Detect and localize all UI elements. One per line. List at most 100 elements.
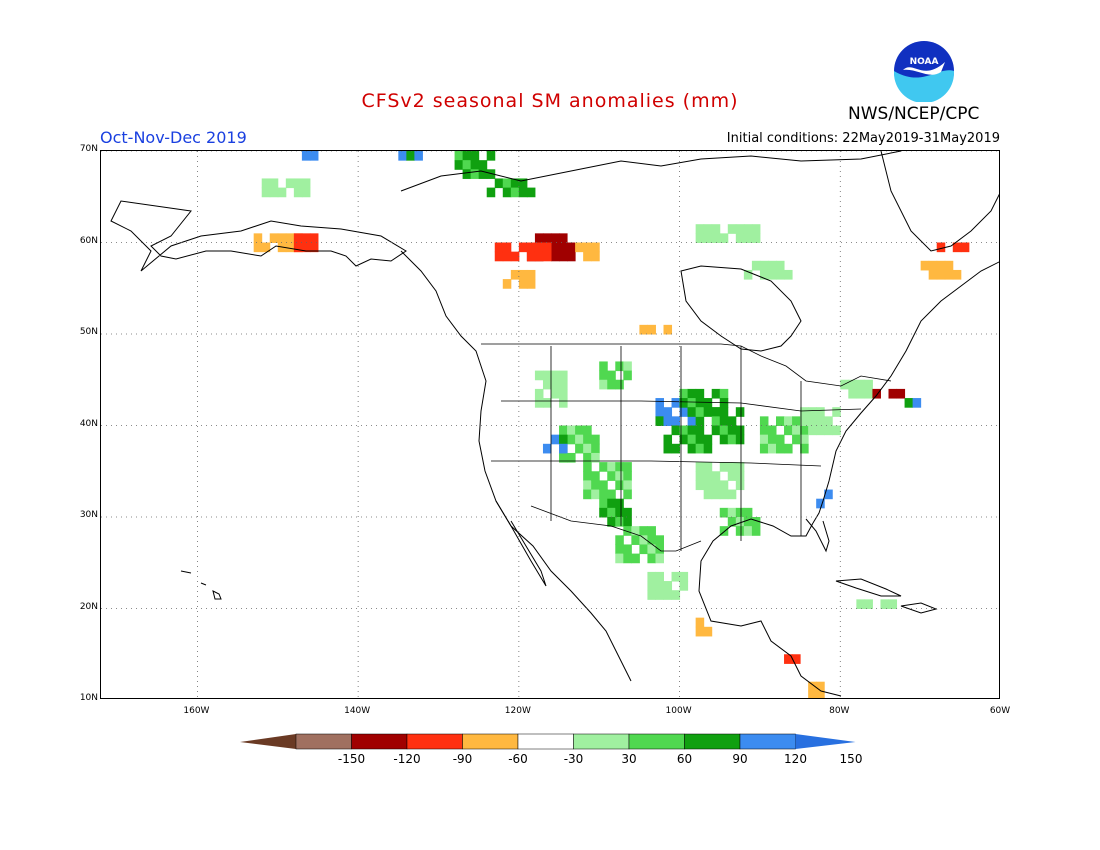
anomaly-cell	[559, 251, 568, 262]
anomaly-cell	[526, 187, 536, 198]
anomaly-cell	[735, 480, 745, 491]
org-label: NWS/NCEP/CPC	[848, 104, 980, 124]
anomaly-cell	[824, 489, 833, 500]
anomaly-cells	[253, 151, 970, 698]
anomaly-cell	[551, 379, 560, 390]
colorbar-tick-label: -90	[452, 752, 473, 766]
anomaly-cell	[494, 251, 504, 262]
anomaly-cell	[767, 260, 777, 271]
anomaly-cell	[253, 233, 263, 243]
anomaly-cell	[293, 187, 303, 198]
anomaly-cell	[615, 462, 624, 472]
anomaly-cell	[663, 443, 673, 454]
anomaly-cell	[542, 370, 552, 381]
anomaly-cell	[647, 590, 656, 600]
anomaly-cell	[647, 535, 656, 545]
anomaly-cell	[599, 498, 608, 509]
anomaly-cell	[607, 379, 616, 390]
anomaly-cell	[567, 242, 576, 253]
anomaly-cell	[759, 434, 769, 445]
anomaly-cell	[502, 187, 512, 198]
anomaly-cell	[687, 434, 697, 445]
anomaly-cell	[559, 388, 568, 399]
anomaly-cell	[695, 407, 705, 417]
anomaly-cell	[542, 233, 552, 243]
anomaly-cell	[510, 178, 520, 189]
anomaly-cell	[808, 681, 817, 692]
anomaly-cell	[559, 233, 568, 243]
colorbar-left-arrow	[240, 734, 296, 749]
anomaly-cell	[615, 471, 624, 481]
anomaly-cell	[679, 434, 689, 445]
anomaly-cell	[631, 553, 640, 564]
anomaly-cell	[293, 242, 303, 253]
anomaly-cell	[687, 416, 697, 426]
anomaly-cell	[301, 233, 311, 243]
anomaly-cell	[663, 407, 673, 417]
anomaly-cell	[647, 526, 656, 536]
anomaly-cell	[559, 379, 568, 390]
anomaly-cell	[735, 507, 745, 518]
anomaly-cell	[663, 581, 673, 591]
anomaly-cell	[679, 407, 689, 417]
anomaly-cell	[470, 169, 480, 179]
anomaly-cell	[928, 269, 938, 280]
anomaly-cell	[647, 553, 656, 564]
anomaly-cell	[502, 178, 512, 189]
anomaly-cell	[727, 471, 737, 481]
anomaly-cell	[703, 471, 713, 481]
anomaly-cell	[751, 260, 761, 271]
anomaly-cell	[952, 269, 962, 280]
anomaly-cell	[599, 370, 608, 381]
anomaly-cell	[695, 480, 705, 491]
anomaly-cell	[615, 379, 624, 390]
anomaly-cell	[679, 581, 689, 591]
anomaly-cell	[551, 242, 560, 253]
anomaly-cell	[575, 443, 584, 454]
anomaly-cell	[808, 407, 817, 417]
anomaly-cell	[784, 416, 793, 426]
anomaly-cell	[832, 425, 841, 436]
anomaly-cell	[776, 269, 785, 280]
anomaly-cell	[655, 398, 664, 408]
anomaly-cell	[623, 480, 632, 491]
anomaly-cell	[695, 617, 705, 628]
anomaly-cell	[591, 452, 600, 463]
anomaly-cell	[623, 361, 632, 372]
anomaly-cell	[727, 462, 737, 472]
colorbar-right-arrow	[795, 734, 856, 749]
anomaly-cell	[671, 590, 681, 600]
anomaly-cell	[679, 425, 689, 436]
anomaly-cell	[936, 260, 946, 271]
anomaly-cell	[486, 187, 496, 198]
anomaly-cell	[309, 242, 319, 253]
anomaly-cell	[591, 434, 600, 445]
anomaly-cell	[864, 379, 873, 390]
lat-label: 30N	[79, 510, 98, 520]
anomaly-cell	[534, 398, 544, 408]
anomaly-cell	[735, 425, 745, 436]
anomaly-cell	[542, 443, 552, 454]
anomaly-cell	[583, 489, 592, 500]
anomaly-cell	[727, 224, 737, 234]
anomaly-cell	[534, 242, 544, 253]
anomaly-cell	[703, 480, 713, 491]
anomaly-cell	[261, 187, 271, 198]
anomaly-cell	[735, 407, 745, 417]
anomaly-cell	[591, 489, 600, 500]
anomaly-cell	[719, 425, 729, 436]
anomaly-cell	[494, 242, 504, 253]
anomaly-cell	[695, 471, 705, 481]
anomaly-cell	[526, 279, 536, 289]
anomaly-cell	[808, 690, 817, 698]
colorbar-segment	[628, 733, 685, 750]
anomaly-cell	[551, 251, 560, 262]
anomaly-cell	[599, 507, 608, 518]
anomaly-cell	[703, 443, 713, 454]
anomaly-cell	[551, 370, 560, 381]
anomaly-cell	[695, 626, 705, 637]
anomaly-cell	[896, 388, 906, 399]
anomaly-cell	[792, 425, 801, 436]
anomaly-cell	[800, 416, 809, 426]
anomaly-cell	[695, 233, 705, 243]
